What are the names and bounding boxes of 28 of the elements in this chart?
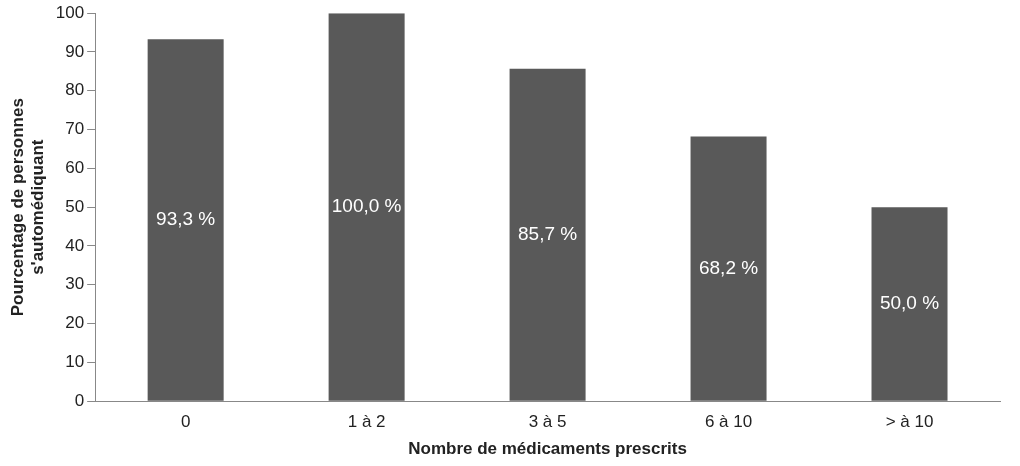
data-label: 100,0 % [331,195,402,217]
y-tick-label: 60 [65,158,85,178]
x-tick-label: 6 à 10 [704,412,753,432]
y-tick-label: 30 [65,274,85,294]
data-label: 85,7 % [518,222,578,244]
y-tick-label: 70 [65,119,85,139]
data-label: 68,2 % [698,256,759,278]
bar [871,207,948,401]
x-tick-label: 3 à 5 [528,412,567,432]
bar [509,68,586,401]
bar [690,136,767,401]
y-tick-label: 40 [65,235,85,255]
x-tick-label: > à 10 [885,412,934,432]
y-tick-label: 90 [65,41,85,61]
data-label: 93,3 % [156,208,216,230]
y-tick-label: 100 [55,2,85,22]
y-tick-label: 80 [65,80,85,100]
data-label: 50,0 % [879,292,940,314]
bar [147,39,224,401]
x-tick-label: 0 [180,412,191,432]
y-tick-label: 0 [74,390,85,410]
y-tick-label: 50 [65,196,85,216]
x-tick-label: 1 à 2 [347,412,386,432]
bar [328,13,405,401]
y-axis-title: Pourcentage de personnes s'automédiquant [7,98,48,317]
x-axis-title: Nombre de médicaments prescrits [408,439,687,459]
y-tick-label: 10 [65,352,85,372]
y-tick-label: 20 [65,313,85,333]
